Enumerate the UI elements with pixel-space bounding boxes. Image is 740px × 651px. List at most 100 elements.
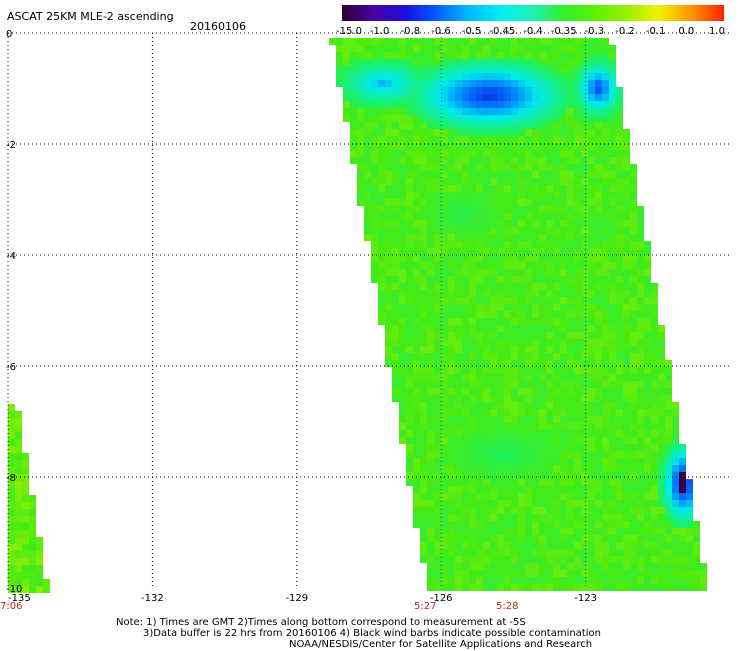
swath-cell: [574, 129, 581, 136]
swath-cell: [427, 570, 434, 577]
swath-cell: [602, 507, 609, 514]
swath-cell: [588, 409, 595, 416]
swath-cell: [462, 276, 469, 283]
swath-cell: [658, 332, 665, 339]
swath-cell: [469, 108, 476, 115]
swath-cell: [553, 416, 560, 423]
swath-cell: [448, 136, 455, 143]
swath-cell: [462, 346, 469, 353]
swath-cell: [497, 416, 504, 423]
swath-cell: [658, 325, 665, 332]
swath-cell: [651, 514, 658, 521]
swath-cell: [15, 579, 22, 586]
swath-cell: [378, 206, 385, 213]
swath-cell: [420, 255, 427, 262]
swath-cell: [455, 87, 462, 94]
swath-cell: [637, 297, 644, 304]
swath-cell: [497, 227, 504, 234]
swath-cell: [651, 444, 658, 451]
swath-cell: [511, 234, 518, 241]
swath-cell: [455, 234, 462, 241]
swath-cell: [399, 339, 406, 346]
swath-cell: [511, 136, 518, 143]
swath-cell: [483, 80, 490, 87]
swath-cell: [616, 171, 623, 178]
swath-cell: [427, 500, 434, 507]
swath-cell: [630, 472, 637, 479]
swath-cell: [637, 528, 644, 535]
swath-cell: [490, 220, 497, 227]
swath-cell: [609, 318, 616, 325]
swath-cell: [504, 59, 511, 66]
swath-cell: [483, 136, 490, 143]
swath-cell: [630, 563, 637, 570]
swath-cell: [469, 304, 476, 311]
swath-cell: [539, 493, 546, 500]
swath-cell: [8, 467, 15, 474]
swath-cell: [392, 311, 399, 318]
swath-cell: [532, 339, 539, 346]
swath-cell: [518, 577, 525, 584]
swath-cell: [602, 206, 609, 213]
swath-cell: [413, 73, 420, 80]
swath-cell: [476, 318, 483, 325]
swath-cell: [364, 66, 371, 73]
swath-cell: [504, 311, 511, 318]
swath-cell: [651, 563, 658, 570]
swath-cell: [22, 572, 29, 579]
swath-cell: [497, 269, 504, 276]
swath-cell: [637, 332, 644, 339]
swath-cell: [609, 115, 616, 122]
swath-cell: [525, 304, 532, 311]
swath-cell: [413, 276, 420, 283]
swath-cell: [588, 388, 595, 395]
swath-cell: [462, 73, 469, 80]
swath-cell: [553, 381, 560, 388]
swath-cell: [385, 325, 392, 332]
swath-cell: [483, 269, 490, 276]
swath-cell: [518, 304, 525, 311]
swath-cell: [637, 549, 644, 556]
swath-cell: [511, 108, 518, 115]
swath-cell: [371, 150, 378, 157]
swath-cell: [441, 73, 448, 80]
swath-cell: [392, 171, 399, 178]
swath-cell: [448, 66, 455, 73]
swath-cell: [476, 339, 483, 346]
swath-cell: [385, 213, 392, 220]
swath-cell: [406, 318, 413, 325]
swath-cell: [29, 495, 36, 502]
swath-cell: [378, 241, 385, 248]
swath-cell: [672, 549, 679, 556]
swath-cell: [630, 549, 637, 556]
swath-cell: [385, 283, 392, 290]
swath-cell: [595, 458, 602, 465]
swath-cell: [546, 486, 553, 493]
swath-cell: [595, 570, 602, 577]
swath-cell: [504, 416, 511, 423]
swath-cell: [469, 577, 476, 584]
y-tick-label: -10: [6, 584, 22, 595]
swath-cell: [29, 579, 36, 586]
swath-cell: [574, 556, 581, 563]
swath-cell: [385, 304, 392, 311]
swath-cell: [581, 66, 588, 73]
swath-cell: [553, 367, 560, 374]
swath-cell: [406, 409, 413, 416]
swath-cell: [476, 108, 483, 115]
swath-cell: [602, 528, 609, 535]
swath-cell: [476, 514, 483, 521]
swath-cell: [434, 234, 441, 241]
swath-cell: [427, 584, 434, 591]
swath-cell: [392, 150, 399, 157]
swath-cell: [567, 339, 574, 346]
swath-cell: [679, 556, 686, 563]
swath-cell: [532, 556, 539, 563]
swath-cell: [469, 213, 476, 220]
swath-cell: [406, 437, 413, 444]
swath-cell: [406, 234, 413, 241]
swath-cell: [553, 297, 560, 304]
swath-cell: [490, 528, 497, 535]
swath-cell: [525, 535, 532, 542]
swath-cell: [413, 171, 420, 178]
